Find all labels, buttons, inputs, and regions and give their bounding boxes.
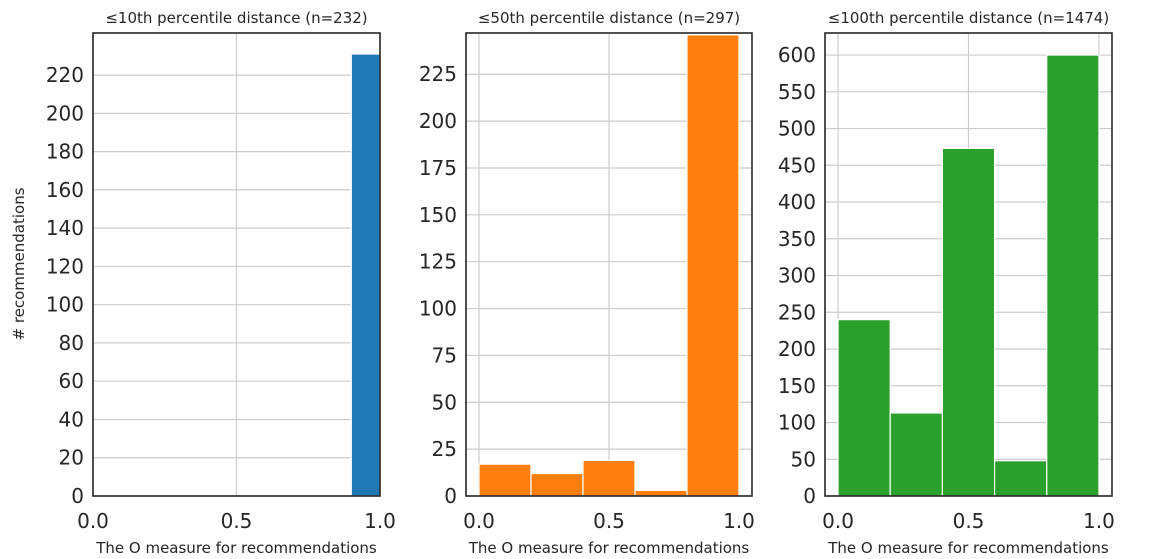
y-tick-label: 120 — [46, 254, 84, 278]
y-tick-label: 75 — [432, 343, 457, 367]
x-tick-label: 1.0 — [1083, 509, 1115, 533]
histogram-bar — [837, 319, 891, 497]
x-axis-label: The O measure for recommendations — [468, 539, 750, 557]
y-tick-label: 300 — [778, 264, 816, 288]
x-tick-label: 0.5 — [953, 509, 985, 533]
y-tick-label: 400 — [778, 190, 816, 214]
y-tick-label: 25 — [432, 437, 457, 461]
y-tick-label: 0 — [71, 484, 84, 508]
x-axis-label: The O measure for recommendations — [95, 539, 377, 557]
chart-title: ≤10th percentile distance (n=232) — [105, 9, 367, 27]
histogram-bar — [478, 463, 532, 497]
y-tick-label: 100 — [46, 293, 84, 317]
x-tick-label: 0.0 — [77, 509, 109, 533]
y-tick-label: 100 — [419, 297, 457, 321]
y-tick-label: 350 — [778, 227, 816, 251]
y-tick-label: 0 — [803, 484, 816, 508]
y-tick-label: 50 — [432, 390, 457, 414]
histogram-bar — [530, 472, 584, 497]
y-tick-label: 60 — [59, 369, 84, 393]
y-tick-label: 100 — [778, 411, 816, 435]
y-tick-label: 500 — [778, 117, 816, 141]
y-tick-label: 150 — [419, 203, 457, 227]
x-tick-label: 1.0 — [364, 509, 396, 533]
y-tick-label: 200 — [778, 337, 816, 361]
histogram-bar — [941, 147, 996, 497]
histogram-bar — [1046, 54, 1100, 497]
y-tick-label: 600 — [778, 43, 816, 67]
y-tick-label: 225 — [419, 62, 457, 86]
x-tick-label: 0.5 — [221, 509, 253, 533]
y-tick-label: 250 — [778, 300, 816, 324]
y-tick-label: 200 — [46, 101, 84, 125]
x-tick-label: 1.0 — [723, 509, 755, 533]
plot-frame — [824, 32, 1113, 497]
plot-frame — [92, 32, 381, 497]
y-tick-label: 40 — [59, 407, 84, 431]
histogram-bar — [582, 459, 636, 497]
chart-title: ≤50th percentile distance (n=297) — [478, 9, 740, 27]
y-tick-label: 0 — [444, 484, 457, 508]
y-tick-label: 20 — [59, 446, 84, 470]
x-axis-label: The O measure for recommendations — [827, 539, 1109, 557]
histogram-bar — [634, 489, 688, 497]
y-tick-label: 50 — [791, 447, 816, 471]
y-tick-label: 200 — [419, 109, 457, 133]
y-tick-label: 125 — [419, 250, 457, 274]
x-tick-label: 0.0 — [822, 509, 854, 533]
y-tick-label: 150 — [778, 374, 816, 398]
histogram-bar — [993, 460, 1048, 497]
x-tick-label: 0.5 — [593, 509, 625, 533]
plot-frame — [465, 32, 753, 497]
y-tick-label: 180 — [46, 140, 84, 164]
y-tick-label: 80 — [59, 331, 84, 355]
y-axis-label: # recommendations — [10, 187, 28, 340]
y-tick-label: 550 — [778, 80, 816, 104]
x-tick-label: 0.0 — [463, 509, 495, 533]
y-tick-label: 160 — [46, 178, 84, 202]
histogram-bar — [350, 53, 381, 497]
histogram-bar — [889, 412, 944, 497]
y-tick-label: 220 — [46, 63, 84, 87]
chart-title: ≤100th percentile distance (n=1474) — [828, 9, 1109, 27]
y-tick-label: 175 — [419, 156, 457, 180]
histogram-bar — [686, 34, 740, 497]
y-tick-label: 450 — [778, 153, 816, 177]
y-tick-label: 140 — [46, 216, 84, 240]
